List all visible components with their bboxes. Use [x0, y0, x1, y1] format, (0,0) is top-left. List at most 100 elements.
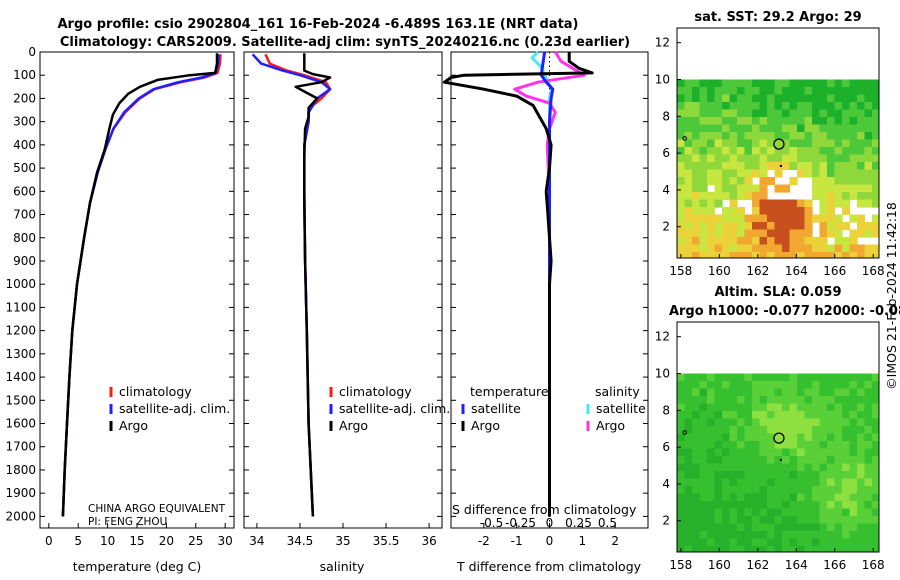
map-x-tick-label: 162 — [746, 264, 769, 278]
salinity-x-tick-label: 35.5 — [373, 534, 400, 548]
temperature-x-tick-label: 30 — [218, 534, 233, 548]
map-cell — [842, 388, 851, 397]
map-cell — [812, 463, 821, 472]
map-cell — [827, 396, 836, 405]
map-cell — [677, 508, 686, 517]
map-cell — [744, 154, 753, 163]
map-cell — [699, 222, 708, 231]
map-cell — [872, 102, 879, 111]
map-cell — [767, 207, 776, 216]
map-cell — [722, 132, 731, 141]
map-cell — [729, 426, 738, 435]
map-cell — [774, 411, 783, 420]
map-cell — [722, 117, 731, 126]
map-cell — [707, 471, 716, 480]
map-cell — [737, 192, 746, 201]
map-cell — [752, 109, 761, 118]
map-cell — [767, 426, 776, 435]
map-cell — [752, 486, 761, 495]
map-cell — [812, 237, 821, 246]
map-cell — [872, 79, 879, 88]
map-cell — [707, 396, 716, 405]
map-cell — [759, 252, 768, 258]
map-cell — [684, 508, 693, 517]
map-cell — [707, 139, 716, 148]
map-cell — [699, 154, 708, 163]
map-cell — [872, 381, 879, 390]
sla-map-panel: 158 160 162 164 166 168 2 4 6 8 10 12 Altim. SLA: 0.… — [655, 285, 900, 572]
map-cell — [819, 531, 828, 540]
map-cell — [729, 433, 738, 442]
map-cell — [834, 237, 843, 246]
map-cell — [707, 147, 716, 156]
map-cell — [812, 169, 821, 178]
map-cell — [737, 109, 746, 118]
map-cell — [707, 79, 716, 88]
map-cell — [774, 244, 783, 253]
map-cell — [797, 252, 806, 258]
map-cell — [812, 396, 821, 405]
map-x-tick-label: 158 — [669, 264, 692, 278]
map-cell — [752, 456, 761, 465]
map-cell — [737, 516, 746, 525]
map-cell — [692, 117, 701, 126]
map-cell — [722, 154, 731, 163]
map-cell — [834, 448, 843, 457]
map-cell — [789, 229, 798, 238]
map-cell — [872, 486, 879, 495]
map-cell — [834, 456, 843, 465]
map-cell — [782, 229, 791, 238]
map-cell — [827, 478, 836, 487]
difference-x-tick-label: 2 — [611, 534, 619, 548]
map-cell — [864, 411, 873, 420]
map-cell — [759, 237, 768, 246]
map-cell — [849, 79, 858, 88]
map-cell — [707, 538, 716, 547]
map-cell — [864, 426, 873, 435]
map-cell — [684, 403, 693, 412]
map-cell — [864, 147, 873, 156]
map-cell — [834, 373, 843, 382]
map-cell — [752, 147, 761, 156]
map-cell — [872, 403, 879, 412]
map-cell — [857, 177, 866, 186]
map-cell — [857, 79, 866, 88]
map-cell — [789, 486, 798, 495]
map-cell — [774, 418, 783, 427]
map-cell — [857, 508, 866, 517]
map-cell — [872, 448, 879, 457]
map-cell — [714, 79, 723, 88]
map-cell — [692, 486, 701, 495]
map-cell — [707, 177, 716, 186]
map-cell — [677, 79, 686, 88]
map-cell — [789, 463, 798, 472]
map-cell — [729, 177, 738, 186]
map-cell — [707, 102, 716, 111]
map-cell — [842, 486, 851, 495]
map-cell — [857, 411, 866, 420]
map-cell — [714, 403, 723, 412]
map-cell — [864, 433, 873, 442]
map-cell — [827, 411, 836, 420]
map-cell — [759, 177, 768, 186]
map-cell — [782, 433, 791, 442]
map-cell — [737, 237, 746, 246]
map-cell — [782, 207, 791, 216]
map-cell — [774, 486, 783, 495]
map-cell — [819, 132, 828, 141]
map-cell — [737, 381, 746, 390]
map-cell — [872, 493, 879, 502]
map-cell — [819, 433, 828, 442]
map-cell — [849, 214, 858, 223]
map-cell — [737, 132, 746, 141]
map-cell — [744, 94, 753, 103]
map-y-tick-label: 8 — [662, 403, 670, 417]
map-cell — [684, 192, 693, 201]
map-cell — [759, 403, 768, 412]
map-cell — [789, 132, 798, 141]
map-cell — [722, 388, 731, 397]
map-cell — [714, 426, 723, 435]
map-cell — [789, 426, 798, 435]
map-cell — [804, 508, 813, 517]
map-cell — [714, 244, 723, 253]
